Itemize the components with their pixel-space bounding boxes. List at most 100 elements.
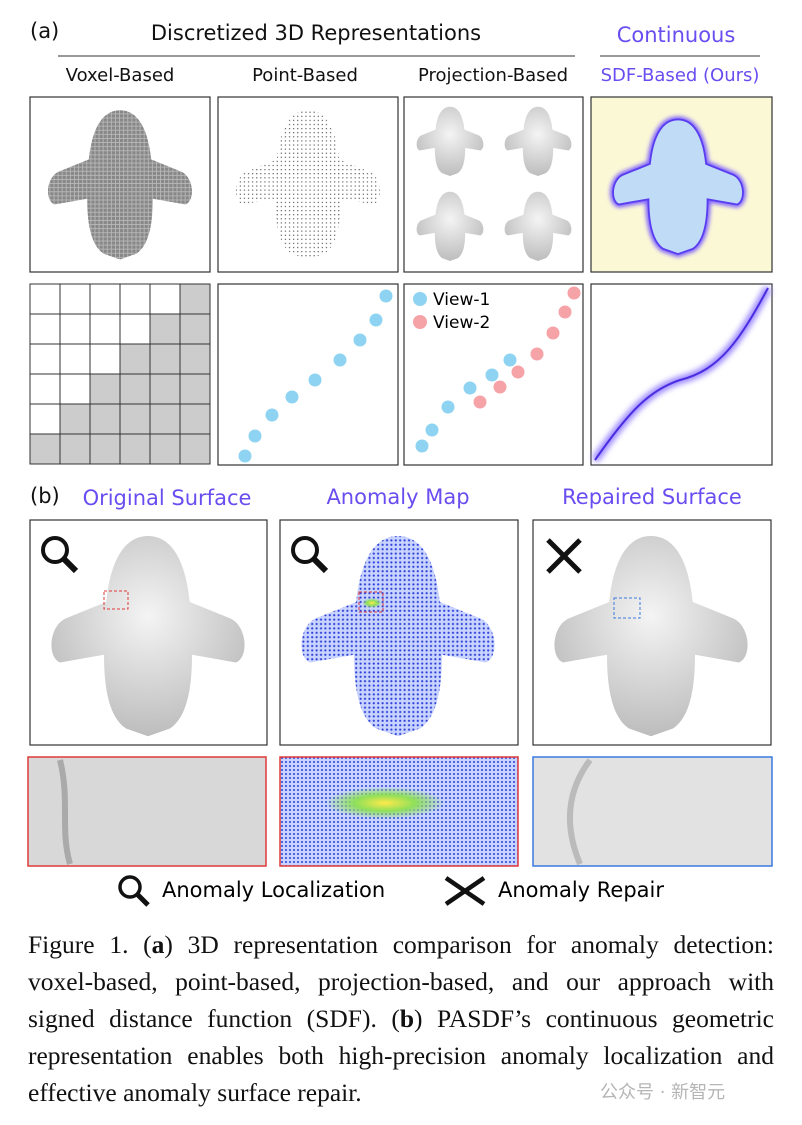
- dent: [57, 759, 73, 865]
- cell: [59, 403, 91, 435]
- point: [546, 326, 560, 340]
- point: [265, 408, 279, 422]
- watermark: 公众号 · 新智元: [600, 1082, 726, 1103]
- cell: [89, 373, 121, 405]
- contour: [567, 758, 593, 866]
- cell: [89, 433, 121, 465]
- cell: [149, 403, 181, 435]
- caption: Figure 1. (a) 3D representation comparis…: [28, 926, 774, 1111]
- column-title: Repaired Surface: [562, 485, 742, 509]
- cell: [89, 283, 121, 315]
- panel-label: (a): [30, 19, 59, 43]
- cell: [179, 283, 211, 315]
- point: [485, 368, 499, 382]
- point: [511, 365, 525, 379]
- cell: [179, 403, 211, 435]
- cell: [179, 343, 211, 375]
- group-title: Discretized 3D Representations: [151, 21, 481, 45]
- column-title: Voxel-Based: [66, 65, 175, 86]
- legend-label: View-1: [433, 290, 490, 310]
- cell: [59, 373, 91, 405]
- hotspot: [325, 787, 445, 819]
- point: [248, 429, 262, 443]
- legend-label: Anomaly Repair: [498, 878, 664, 902]
- panel-label: (b): [30, 484, 60, 508]
- cell: [149, 283, 181, 315]
- cell: [119, 343, 151, 375]
- repair-icon: [444, 876, 486, 906]
- caption-segment: ) 3D representation comparison for anoma…: [28, 930, 774, 1033]
- projection-box: [403, 96, 584, 273]
- group-title: Continuous: [617, 23, 736, 47]
- repair-icon: [546, 538, 582, 574]
- magnifier-icon: [41, 536, 79, 574]
- point: [353, 333, 367, 347]
- caption-segment: ) PASDF’s continuous geometric represent…: [28, 1004, 775, 1107]
- point: [567, 286, 581, 300]
- legend-dot: [413, 292, 427, 306]
- legend-label: Anomaly Localization: [162, 878, 385, 902]
- cell: [179, 433, 211, 465]
- point: [530, 347, 544, 361]
- column-title: Point-Based: [252, 65, 358, 86]
- cell: [149, 433, 181, 465]
- cell: [29, 343, 61, 375]
- cell: [179, 313, 211, 345]
- point: [238, 449, 252, 463]
- cell: [119, 313, 151, 345]
- point: [558, 305, 572, 319]
- cell: [89, 403, 121, 435]
- legend-dot: [413, 315, 427, 329]
- legend-label: View-2: [433, 313, 490, 333]
- point-box: [217, 283, 399, 466]
- cell: [179, 373, 211, 405]
- cell: [149, 343, 181, 375]
- caption-segment: b: [399, 1004, 415, 1033]
- point: [379, 289, 393, 303]
- point: [333, 353, 347, 367]
- cell: [59, 313, 91, 345]
- cell: [149, 373, 181, 405]
- point: [425, 423, 439, 437]
- roi: [358, 591, 384, 613]
- point: [441, 400, 455, 414]
- points: [238, 289, 393, 463]
- point: [415, 439, 429, 453]
- cell: [89, 343, 121, 375]
- cell: [59, 433, 91, 465]
- point: [463, 381, 477, 395]
- sdf-curve: [594, 287, 769, 461]
- figure: (a) Discretized 3D Representations Conti…: [27, 19, 773, 907]
- cell: [29, 433, 61, 465]
- cell: [119, 403, 151, 435]
- cell: [59, 283, 91, 315]
- view-points: [415, 286, 581, 453]
- point: [308, 373, 322, 387]
- column-title: Anomaly Map: [326, 485, 469, 509]
- point: [473, 395, 487, 409]
- point: [493, 380, 507, 394]
- cell: [89, 313, 121, 345]
- cell: [29, 373, 61, 405]
- point: [503, 353, 517, 367]
- voxel-grid: [29, 283, 211, 465]
- sdf-box: [590, 283, 773, 466]
- point: [285, 390, 299, 404]
- cell: [119, 433, 151, 465]
- cell: [149, 313, 181, 345]
- point: [369, 313, 383, 327]
- caption-segment: a: [151, 930, 165, 959]
- cell: [59, 343, 91, 375]
- cell: [119, 283, 151, 315]
- caption-segment: Figure 1. (: [28, 930, 152, 959]
- magnifier-icon: [118, 875, 150, 907]
- column-title: SDF-Based (Ours): [601, 65, 760, 86]
- magnifier-icon: [291, 536, 329, 574]
- roi: [613, 597, 641, 619]
- cell: [29, 283, 61, 315]
- cell: [29, 313, 61, 345]
- column-title: Projection-Based: [418, 65, 568, 86]
- column-title: Original Surface: [83, 486, 252, 510]
- hotspot: [362, 598, 382, 608]
